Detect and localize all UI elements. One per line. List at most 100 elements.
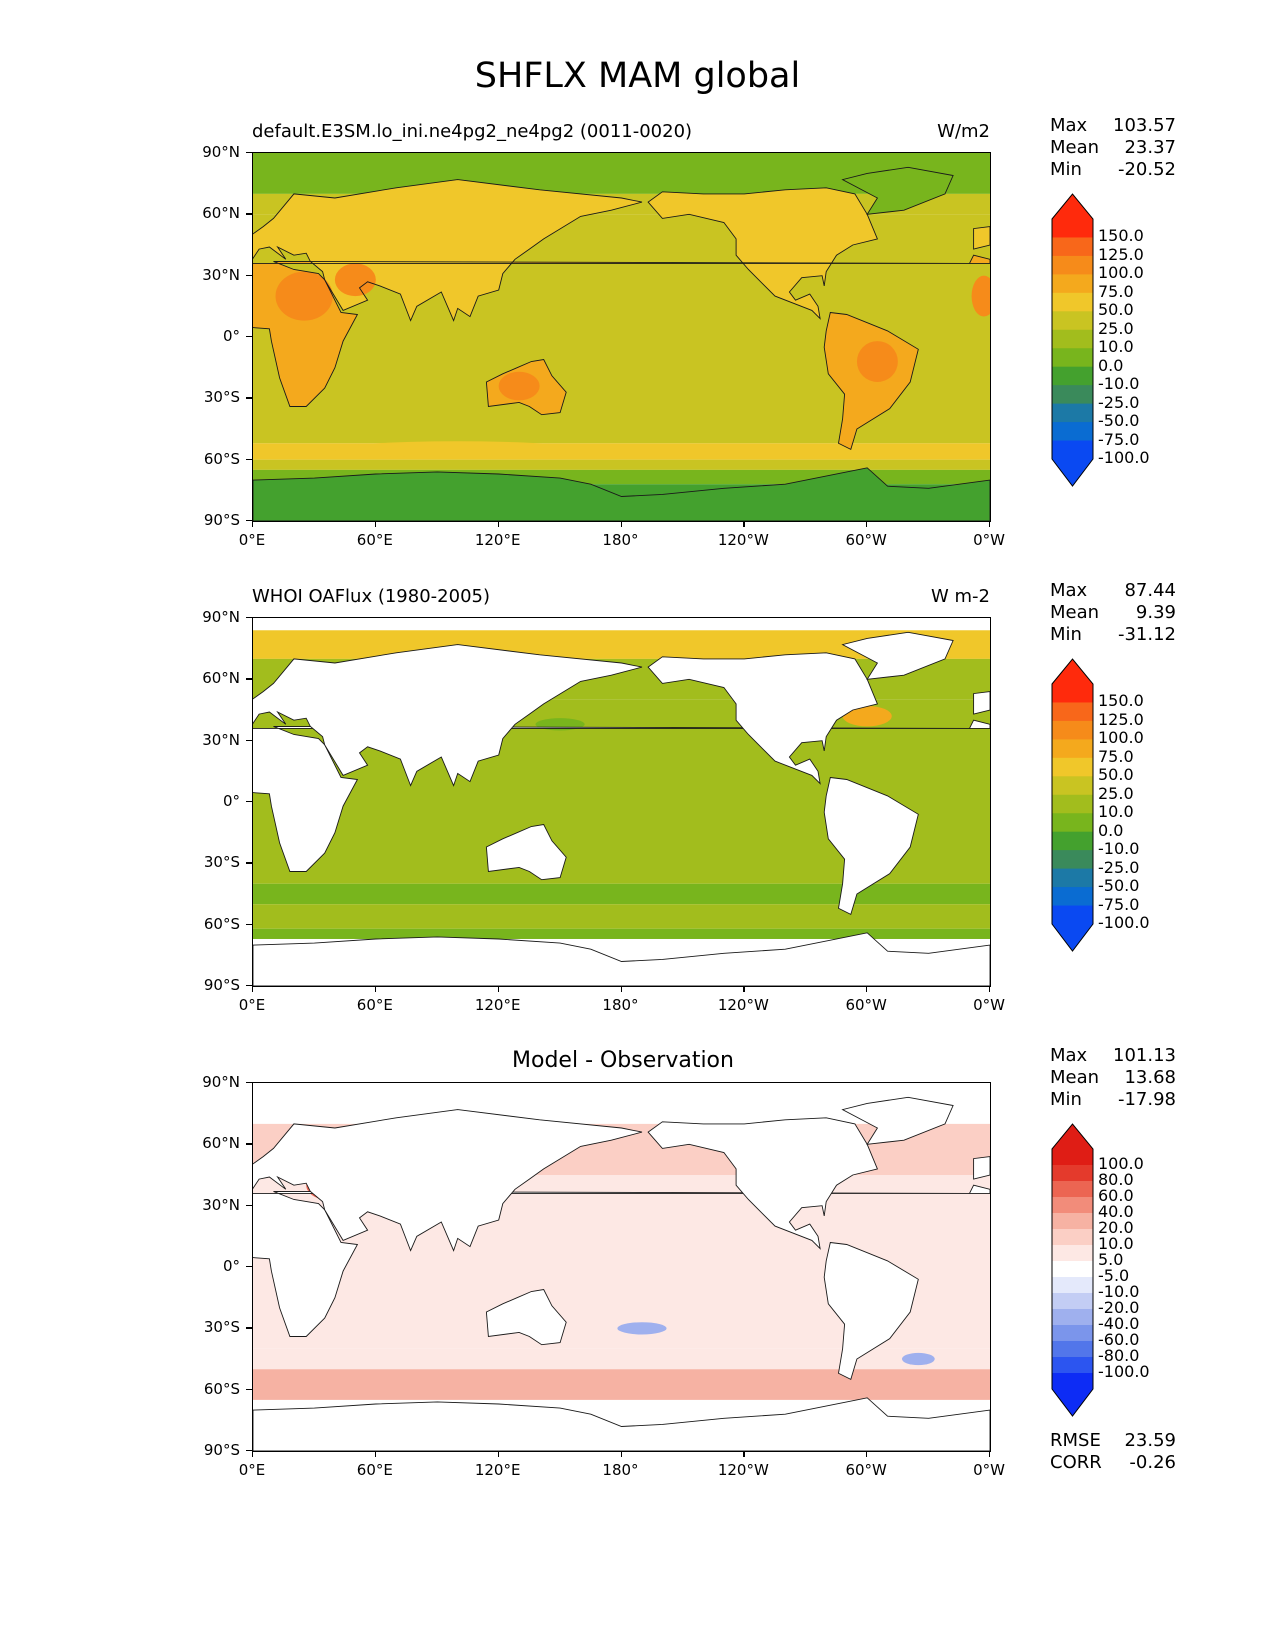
panel2-stats: Max 87.44 Mean 9.39 Min -31.12 <box>1050 580 1176 646</box>
colorbar-segment <box>1052 1325 1093 1342</box>
x-tick-label: 120°W <box>717 531 769 549</box>
panel2-stat-mean: Mean 9.39 <box>1050 602 1176 623</box>
colorbar-tick-label: 50.0 <box>1098 300 1134 320</box>
colorbar-tick-label: -20.0 <box>1098 1298 1140 1317</box>
colorbar-segment <box>1052 905 1093 925</box>
y-tick-mark <box>246 1082 252 1084</box>
panel2-stat-min: Min -31.12 <box>1050 624 1176 645</box>
colorbar-segment <box>1052 1165 1093 1182</box>
y-tick-label: 90°N <box>202 1073 240 1091</box>
colorbar-tick-label: 0.0 <box>1098 820 1124 840</box>
land-southamerica <box>823 777 919 916</box>
colorbar-tick-label: -75.0 <box>1098 894 1140 914</box>
y-tick-label: 30°S <box>203 388 240 407</box>
field-land-northamerica_west_wrap <box>969 255 990 264</box>
colorbar-extend-min <box>1052 924 1093 951</box>
panel1-map <box>252 152 991 522</box>
colorbar-segment <box>1052 1277 1093 1294</box>
colorbar-extend-max <box>1052 1124 1093 1149</box>
y-tick-label: 30°N <box>202 1195 240 1214</box>
x-tick-label: 120°W <box>717 1461 769 1479</box>
field-hotspot <box>971 275 990 317</box>
panel2-map <box>252 617 991 987</box>
colorbar-extend-min <box>1052 1389 1093 1416</box>
colorbar-tick-label: 50.0 <box>1098 765 1134 785</box>
colorbar-tick-label: 100.0 <box>1098 1154 1144 1173</box>
colorbar-tick-label: 20.0 <box>1098 1218 1134 1237</box>
colorbar-tick-label: 75.0 <box>1098 746 1134 766</box>
colorbar-segment <box>1052 1373 1093 1390</box>
colorbar-segment <box>1052 1213 1093 1230</box>
field-hotspot <box>275 271 333 321</box>
coastline-greenland <box>841 166 954 215</box>
y-tick-label: 30°N <box>202 265 240 284</box>
x-tick-label: 120°E <box>474 996 521 1014</box>
y-tick-label: 0° <box>222 1257 240 1275</box>
land-europe_west <box>973 691 990 715</box>
colorbar-segment <box>1052 1309 1093 1326</box>
y-tick-mark <box>246 336 252 338</box>
colorbar-segment <box>1052 868 1093 888</box>
panel3-stat-max: Max 101.13 <box>1050 1045 1176 1066</box>
panel3-stat-rmse: RMSE 23.59 <box>1050 1430 1176 1451</box>
colorbar-extend-max <box>1052 659 1093 684</box>
y-tick-label: 30°S <box>203 853 240 872</box>
panel1-stats: Max 103.57 Mean 23.37 Min -20.52 <box>1050 115 1176 181</box>
land-africa <box>253 725 970 872</box>
colorbar-segment <box>1052 329 1093 349</box>
field-band <box>253 928 990 939</box>
y-tick-label: 60°S <box>203 1379 240 1398</box>
y-tick-mark <box>246 274 252 276</box>
figure-title: SHFLX MAM global <box>474 56 801 96</box>
colorbar-segment <box>1052 702 1093 722</box>
y-tick-mark <box>246 678 252 680</box>
panel2-title-left: WHOI OAFlux (1980-2005) <box>252 586 490 607</box>
colorbar-segment <box>1052 440 1093 460</box>
field-land-greenland <box>842 167 954 215</box>
colorbar-tick-label: -25.0 <box>1098 857 1140 877</box>
y-tick-label: 90°N <box>202 143 240 161</box>
panel1-stat-max: Max 103.57 <box>1050 115 1176 136</box>
colorbar-tick-label: 25.0 <box>1098 318 1134 338</box>
y-tick-label: 30°S <box>203 1318 240 1337</box>
field-band <box>253 459 990 470</box>
field-band <box>253 883 990 905</box>
field-band <box>253 904 990 929</box>
field-hotspot <box>334 263 376 297</box>
colorbar-svg <box>1051 658 1094 952</box>
colorbar-extend-max <box>1052 194 1093 219</box>
x-tick-mark <box>620 1451 622 1457</box>
colorbar-segment <box>1052 739 1093 759</box>
y-tick-mark <box>246 1450 252 1452</box>
y-tick-mark <box>246 985 252 987</box>
colorbar-segment <box>1052 1149 1093 1166</box>
y-tick-mark <box>246 1327 252 1329</box>
colorbar-outline <box>1051 658 1094 952</box>
y-tick-mark <box>246 520 252 522</box>
field-land-antarctica <box>253 467 990 521</box>
x-tick-label: 60°E <box>356 1461 393 1479</box>
colorbar-segment <box>1052 219 1093 239</box>
colorbar-segment <box>1052 1341 1093 1358</box>
colorbar-segment <box>1052 385 1093 405</box>
land-antarctica <box>253 932 990 986</box>
coastline-northamerica <box>647 187 879 320</box>
coastline-australia <box>485 359 567 416</box>
colorbar-tick-label: 150.0 <box>1098 691 1144 711</box>
y-tick-label: 30°N <box>202 730 240 749</box>
x-tick-mark <box>374 521 377 527</box>
panel1-stat-mean: Mean 23.37 <box>1050 137 1176 158</box>
x-tick-mark <box>989 1451 991 1457</box>
x-tick-label: 60°E <box>356 996 393 1014</box>
land-northamerica <box>647 1117 879 1250</box>
field-hotspot <box>498 371 540 401</box>
x-tick-label: 60°W <box>845 1461 887 1479</box>
x-tick-label: 180° <box>602 1461 639 1479</box>
field-land-northamerica <box>648 187 878 319</box>
colorbar-tick-label: 10.0 <box>1098 337 1134 357</box>
x-tick-mark <box>252 1451 254 1457</box>
y-tick-mark <box>246 458 252 460</box>
x-tick-label: 0°E <box>238 996 266 1014</box>
colorbar-tick-label: -10.0 <box>1098 839 1140 859</box>
colorbar-tick-label: 60.0 <box>1098 1186 1134 1205</box>
